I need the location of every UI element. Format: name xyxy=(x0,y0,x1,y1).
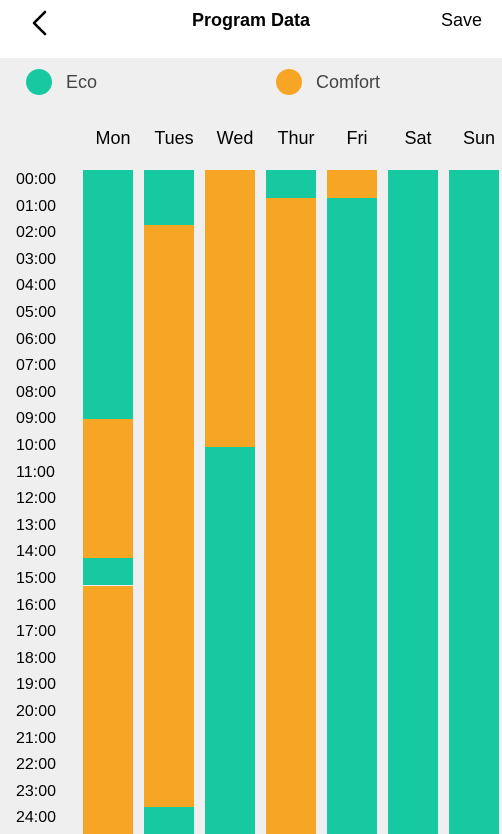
schedule-segment-eco[interactable] xyxy=(449,170,499,834)
legend: Eco Comfort xyxy=(0,58,502,106)
day-label-sun: Sun xyxy=(462,128,496,148)
day-label-fri: Fri xyxy=(346,128,368,148)
schedule-segment-eco[interactable] xyxy=(83,557,133,586)
hour-label: 18:00 xyxy=(16,649,57,667)
day-label-thur: Thur xyxy=(277,128,315,148)
legend-item-eco[interactable]: Eco xyxy=(26,68,97,96)
hour-label: 16:00 xyxy=(16,596,57,614)
save-button[interactable]: Save xyxy=(440,10,482,30)
hour-label: 04:00 xyxy=(16,277,57,295)
hour-label: 05:00 xyxy=(16,304,57,321)
hour-label: 08:00 xyxy=(16,383,57,401)
hour-label: 00:00 xyxy=(16,171,57,188)
hour-label: 02:00 xyxy=(16,224,57,242)
hour-label: 21:00 xyxy=(16,729,57,747)
day-column-sat[interactable] xyxy=(388,170,438,834)
hour-label: 07:00 xyxy=(16,357,57,375)
schedule-segment-comfort[interactable] xyxy=(266,197,316,834)
schedule-segment-comfort[interactable] xyxy=(144,225,194,808)
day-column-wed[interactable] xyxy=(205,170,255,834)
day-label-tues: Tues xyxy=(154,128,194,148)
schedule-segment-comfort[interactable] xyxy=(83,585,133,834)
schedule-segment-eco[interactable] xyxy=(144,170,194,226)
schedule-segment-comfort[interactable] xyxy=(205,170,255,447)
hour-label: 22:00 xyxy=(16,756,57,774)
schedule-segment-eco[interactable] xyxy=(388,170,438,834)
hour-label: 23:00 xyxy=(16,782,57,800)
day-column-fri[interactable] xyxy=(327,170,377,834)
day-column-mon[interactable] xyxy=(83,170,133,834)
schedule-segment-eco[interactable] xyxy=(83,170,133,420)
hour-label: 17:00 xyxy=(16,623,57,641)
schedule-segment-comfort[interactable] xyxy=(327,170,377,198)
day-column-sun[interactable] xyxy=(449,170,499,834)
eco-color-dot xyxy=(26,69,52,95)
hour-label: 06:00 xyxy=(16,330,57,348)
back-button[interactable] xyxy=(26,8,54,38)
hour-label: 09:00 xyxy=(16,410,57,428)
comfort-color-dot xyxy=(276,69,302,95)
hour-label: 10:00 xyxy=(16,437,57,454)
page-title: Program Data xyxy=(191,10,311,30)
schedule-segment-comfort[interactable] xyxy=(83,419,133,558)
legend-item-comfort[interactable]: Comfort xyxy=(276,68,380,96)
hour-label: 03:00 xyxy=(16,250,57,268)
legend-label-eco: Eco xyxy=(66,71,98,92)
day-column-tues[interactable] xyxy=(144,170,194,834)
day-column-thur[interactable] xyxy=(266,170,316,834)
day-label-sat: Sat xyxy=(404,128,432,148)
schedule-segment-eco[interactable] xyxy=(327,197,377,834)
hour-label: 14:00 xyxy=(16,543,57,561)
day-label-wed: Wed xyxy=(216,128,254,148)
header-bar: Program Data Save xyxy=(0,0,502,44)
chevron-left-icon xyxy=(32,10,47,36)
schedule-segment-eco[interactable] xyxy=(144,807,194,834)
hour-label: 01:00 xyxy=(16,197,57,215)
hour-label: 19:00 xyxy=(16,676,57,694)
hour-label: 15:00 xyxy=(16,570,57,587)
hour-label: 20:00 xyxy=(16,703,57,720)
schedule-segment-eco[interactable] xyxy=(266,170,316,198)
legend-label-comfort: Comfort xyxy=(316,71,381,92)
hour-label: 13:00 xyxy=(16,516,57,534)
schedule-segment-eco[interactable] xyxy=(205,447,255,834)
day-label-mon: Mon xyxy=(95,128,131,148)
hour-label: 12:00 xyxy=(16,490,57,508)
hour-label: 11:00 xyxy=(16,463,55,481)
hour-label: 24:00 xyxy=(16,809,57,827)
day-header-row xyxy=(0,106,502,166)
